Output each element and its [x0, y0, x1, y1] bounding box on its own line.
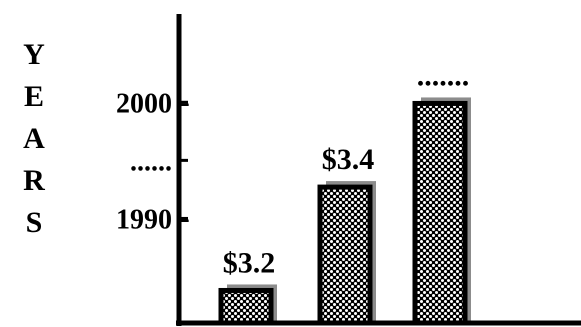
y-axis-title-letter: R [23, 164, 45, 197]
bar-value-label: $3.4 [322, 143, 375, 176]
bar-value-label: $3.2 [223, 246, 276, 279]
bar [317, 184, 373, 326]
data-labels: $3.2 $3.4....... [223, 59, 470, 279]
y-axis-title-letter: A [23, 122, 45, 155]
y-tick-label: 1990 [116, 204, 172, 235]
y-tick-dash: - [180, 87, 189, 118]
bar [218, 287, 274, 326]
y-axis-title-letter: Y [23, 38, 45, 71]
y-tick-dash: - [180, 203, 189, 234]
bar-value-label: ....... [417, 59, 470, 92]
bars [218, 97, 471, 326]
y-tick-label: ...... [130, 146, 172, 177]
bar [412, 100, 468, 326]
y-axis-title-letter: E [24, 80, 44, 113]
y-tick-label: 2000 [116, 88, 172, 119]
y-axis-ticks: -1990......-2000 [116, 87, 190, 235]
y-axis-title-letter: S [26, 206, 43, 239]
